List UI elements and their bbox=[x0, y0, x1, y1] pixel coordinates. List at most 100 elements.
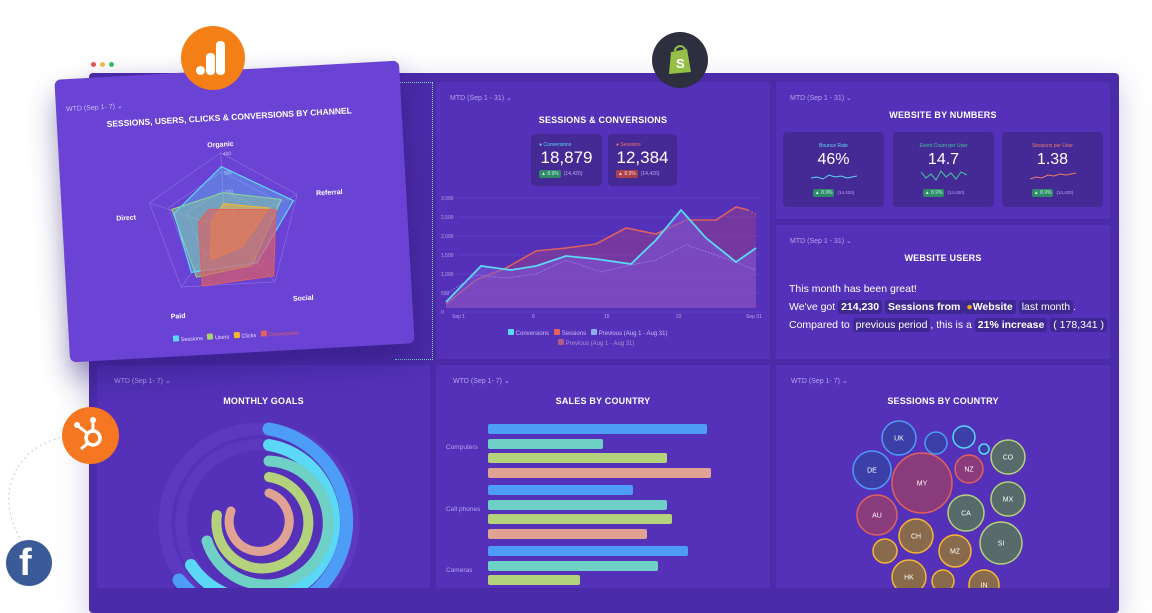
increase-chip[interactable]: 21% increase bbox=[974, 318, 1048, 332]
sales-group-cellphones-label: Cell phones bbox=[446, 506, 481, 513]
country-bubble-label: SI bbox=[998, 541, 1005, 548]
kpi-change: ▲ 8.9% (14,420) bbox=[616, 170, 660, 178]
window-dot-minimize bbox=[100, 62, 105, 67]
x-tick-label: Sep 1 bbox=[452, 314, 465, 320]
tile-label: Sessions per User bbox=[1032, 143, 1073, 149]
previous-value-chip[interactable]: ( 178,341 ) bbox=[1050, 318, 1108, 332]
goal-ring-2 bbox=[185, 439, 341, 588]
monthly-goals-panel: WTD (Sep 1- 7) ⌄ MONTHLY GOALS bbox=[97, 365, 430, 588]
sales-bar[interactable] bbox=[488, 575, 580, 585]
country-bubble[interactable] bbox=[990, 481, 1026, 517]
country-bubble-label: MZ bbox=[950, 549, 961, 556]
kpi-sessions: ● Sessions 12,384 ▲ 8.9% (14,420) bbox=[608, 134, 677, 186]
previous-line bbox=[445, 244, 757, 295]
country-bubble[interactable] bbox=[947, 494, 985, 532]
goal-ring-1 bbox=[172, 422, 354, 588]
country-bubble[interactable] bbox=[852, 450, 892, 490]
website-numbers-panel: MTD (Sep 1 - 31) ⌄ WEBSITE BY NUMBERS Bo… bbox=[776, 82, 1110, 219]
country-bubble[interactable] bbox=[898, 518, 934, 554]
sales-bar[interactable] bbox=[488, 467, 712, 478]
radar-conversions bbox=[198, 208, 277, 287]
comparison-period-chip[interactable]: previous period bbox=[852, 318, 931, 332]
legend-item-conversions[interactable]: Conversions bbox=[508, 329, 549, 337]
period-selector[interactable]: WTD (Sep 1- 7) ⌄ bbox=[791, 378, 848, 385]
tile-bounce-rate: Bounce Rate 46% ▲ 8.9% (14,420) bbox=[783, 132, 884, 207]
radar-card[interactable]: WTD (Sep 1- 7) ⌄ SESSIONS, USERS, CLICKS… bbox=[54, 60, 415, 363]
country-bubble[interactable] bbox=[968, 569, 1000, 588]
period-selector[interactable]: MTD (Sep 1 - 31) ⌄ bbox=[450, 95, 512, 102]
country-bubble[interactable] bbox=[938, 534, 972, 568]
tile-sparkline bbox=[921, 170, 967, 181]
tile-sparkline bbox=[1030, 172, 1076, 180]
tile-change: ▲ 8.9% (14,420) bbox=[1031, 189, 1074, 197]
country-bubble[interactable] bbox=[856, 494, 898, 536]
x-tick-label: 8 bbox=[532, 314, 535, 320]
legend-item-sessions[interactable]: Sessions bbox=[554, 329, 586, 337]
country-bubble-label: HK bbox=[904, 575, 914, 582]
goal-ring-3 bbox=[201, 455, 334, 588]
sessions-previous-line bbox=[735, 206, 757, 215]
window-dot-maximize bbox=[109, 62, 114, 67]
country-bubble-label: UK bbox=[894, 436, 904, 443]
source-chip[interactable]: ●Website bbox=[963, 300, 1016, 314]
country-bubble[interactable] bbox=[924, 431, 948, 455]
country-bubble[interactable] bbox=[931, 569, 955, 588]
google-analytics-icon bbox=[181, 26, 245, 90]
country-bubble[interactable] bbox=[891, 559, 927, 588]
period-selector[interactable]: MTD (Sep 1 - 31) ⌄ bbox=[790, 238, 852, 245]
date-range-chip[interactable]: last month bbox=[1018, 300, 1074, 314]
sales-bar[interactable] bbox=[488, 528, 647, 539]
legend-item-clicks[interactable]: Clicks bbox=[233, 331, 256, 340]
sessions-count[interactable]: 214,230 bbox=[838, 300, 883, 314]
sales-bar[interactable] bbox=[488, 485, 633, 495]
radar-tick: 300 bbox=[224, 170, 233, 176]
legend-item-previous-sessions[interactable]: Previous (Aug 1 - Aug 31) bbox=[558, 339, 634, 347]
country-bubble-label: DE bbox=[867, 468, 877, 475]
radar-axis-label: Paid bbox=[171, 313, 186, 321]
radar-axis-label: Referral bbox=[316, 189, 343, 197]
kpi-value: 18,879 bbox=[540, 148, 593, 167]
country-bubble-label: CH bbox=[911, 534, 921, 541]
facebook-icon: f bbox=[6, 540, 52, 586]
sales-bar[interactable] bbox=[488, 438, 603, 449]
kpi-change: ▲ 8.9% (14,420) bbox=[539, 170, 583, 178]
radar-axis-label: Social bbox=[293, 295, 314, 303]
tile-label: Event Count per User bbox=[919, 143, 968, 149]
panel-title: MONTHLY GOALS bbox=[223, 396, 304, 406]
x-tick-label: 15 bbox=[604, 314, 610, 320]
kpi-label: ● Sessions bbox=[616, 142, 641, 148]
kpi-label: ● Conversions bbox=[539, 142, 572, 148]
country-bubble[interactable] bbox=[990, 439, 1026, 475]
y-tick-label: 3,000 bbox=[441, 196, 454, 202]
x-tick-label: 22 bbox=[676, 314, 682, 320]
selection-outline bbox=[395, 82, 433, 360]
metric-name[interactable]: Sessions from bbox=[884, 300, 964, 314]
country-bubble[interactable] bbox=[979, 521, 1023, 565]
country-bubble-label: MX bbox=[1003, 497, 1014, 504]
monthly-goals-radial-chart bbox=[158, 422, 360, 588]
tile-label: Bounce Rate bbox=[819, 143, 848, 149]
sales-bar[interactable] bbox=[488, 424, 707, 434]
chart-legend: Conversions Sessions Previous (Aug 1 - A… bbox=[508, 329, 758, 349]
panel-title: WEBSITE BY NUMBERS bbox=[889, 110, 997, 120]
legend-item-users[interactable]: Users bbox=[207, 333, 230, 341]
tile-change: ▲ 8.9% (14,420) bbox=[812, 189, 855, 197]
country-bubble[interactable] bbox=[872, 538, 898, 564]
country-bubble[interactable] bbox=[881, 420, 917, 456]
period-selector[interactable]: MTD (Sep 1 - 31) ⌄ bbox=[790, 95, 852, 102]
sales-bar[interactable] bbox=[488, 546, 689, 556]
period-selector[interactable]: WTD (Sep 1- 7) ⌄ bbox=[453, 378, 510, 385]
period-selector[interactable]: WTD (Sep 1- 7) ⌄ bbox=[114, 378, 171, 385]
sales-bar[interactable] bbox=[488, 560, 659, 571]
legend-item-previous[interactable]: Previous (Aug 1 - Aug 31) bbox=[591, 329, 667, 337]
sales-bar[interactable] bbox=[488, 499, 668, 510]
sales-bar[interactable] bbox=[488, 453, 668, 463]
facebook-letter: f bbox=[19, 542, 32, 584]
summary-line-1: This month has been great! bbox=[789, 283, 917, 295]
country-bubble[interactable] bbox=[891, 452, 953, 514]
country-bubble[interactable] bbox=[952, 425, 976, 449]
sessions-conversions-panel: MTD (Sep 1 - 31) ⌄ SESSIONS & CONVERSION… bbox=[436, 82, 770, 359]
sales-bar[interactable] bbox=[488, 514, 672, 524]
country-bubble[interactable] bbox=[954, 454, 984, 484]
country-bubble[interactable] bbox=[978, 443, 990, 455]
